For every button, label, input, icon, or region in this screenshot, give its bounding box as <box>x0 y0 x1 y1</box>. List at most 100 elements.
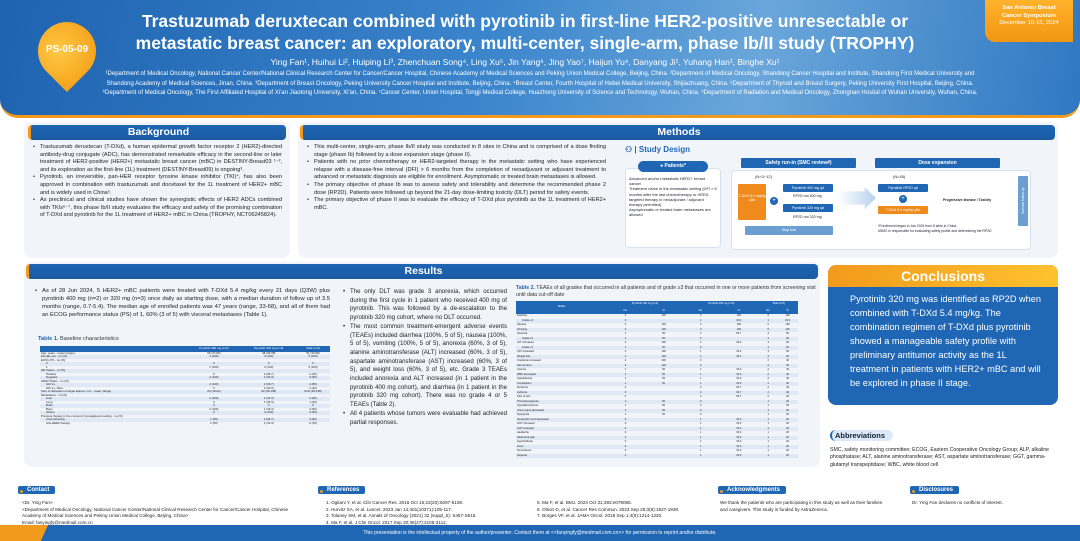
table-cell: 1 <box>699 377 702 380</box>
row-label: Negative <box>40 375 187 380</box>
table-cell: 20 <box>777 399 798 404</box>
row-label: Anemia <box>517 368 526 371</box>
progression-label: Progressive disease / Toxicity <box>943 198 992 202</box>
table-cell: 40 <box>777 372 798 377</box>
meeting-badge: San Antonio Breast Cancer Symposium Dece… <box>985 0 1073 42</box>
table-cell: 2 <box>767 359 769 362</box>
table-cell: 1 <box>759 408 778 413</box>
table-cell: 60 <box>777 354 798 359</box>
methods-bullet: Patients with no prior chemotherapy or H… <box>306 159 606 182</box>
table-cell: 1 <box>759 336 778 341</box>
table-cell <box>718 363 760 368</box>
abbreviations-heading: Abbreviations <box>830 430 894 441</box>
row-label: Hypoalbuminemia <box>517 404 538 407</box>
results-panel: Results As of 28 Jun 2024, 5 HER2+ mBC p… <box>24 262 820 467</box>
table-cell: 33.3 <box>718 444 760 449</box>
patients-criteria: Advanced and/or metastatic HER2+ breast … <box>629 176 717 218</box>
table-cell: 1 (33.3) <box>241 375 297 380</box>
results-bullet: All 4 patients whose tumors were evaluab… <box>342 410 507 427</box>
table-cell <box>644 453 684 458</box>
table-cell: 50 <box>662 377 666 380</box>
table-cell: 1 (33.3) <box>263 420 274 425</box>
background-bullet: Pyrotinib, an irreversible, pan-HER rece… <box>32 174 282 197</box>
row-label: Fever <box>516 444 607 449</box>
table-cell: 1 <box>759 435 778 440</box>
table-cell: 0 <box>624 440 627 443</box>
table-cell: 1 <box>624 368 627 371</box>
footer-accent <box>0 525 48 541</box>
table-cell: 33.3 <box>736 368 742 371</box>
table-cell: 3 (60) <box>296 417 330 422</box>
reference-item: 1. Ogitani Y, et al. Clin Cancer Res. 20… <box>326 500 464 505</box>
table-cell: 20 <box>777 435 798 440</box>
table-cell: 66.7 <box>718 390 760 395</box>
methods-panel: Methods This multi-center, single-arm, p… <box>298 122 1058 258</box>
contact-email[interactable]: Email: fanyingfy@medmail.com.cn <box>22 519 93 525</box>
methods-bullet: The primary objective of phase Ib was to… <box>306 182 606 197</box>
table-row: Hypoalbuminemia 1 50 0 1 20 <box>516 404 798 409</box>
table-row: Dizziness 0 2 66.7 2 40 <box>516 386 798 391</box>
pyrotinib-400-box: Pyrotinib 400 mg qd <box>783 184 833 192</box>
row-label: Age, years - mean (range) <box>41 350 75 355</box>
people-icon: ⚇ | <box>625 145 639 154</box>
table-cell: 60 <box>786 341 789 344</box>
table-cell: 5 (100) <box>296 354 330 359</box>
table-cell: 66.7 <box>736 395 742 398</box>
table-row: Lung 0 1 (33.3) 1 (20) <box>40 399 330 405</box>
criterion: Treatment naïve in the metastatic settin… <box>629 186 717 208</box>
table-cell: 2 <box>624 314 627 317</box>
row-label: Headache <box>517 431 529 434</box>
table-cell: 1 <box>759 417 778 422</box>
table-cell: 0 <box>606 318 645 323</box>
table-cell: 1 <box>767 449 769 452</box>
table-cell: 20 <box>777 444 798 449</box>
table-cell: 1 (20) <box>309 385 317 390</box>
row-label: Lung <box>46 399 53 404</box>
row-label: 0 <box>40 361 187 366</box>
row-label: Grade ≥3 <box>516 318 607 323</box>
patients-text: Patients* <box>664 163 686 169</box>
disclosures-text: Dr. Ying Fan declares no conflicts of in… <box>912 500 1003 505</box>
abbreviations-section: Abbreviations SMC, safety monitoring com… <box>830 425 1058 469</box>
table-cell: 2 <box>624 323 627 326</box>
table-cell: 1 <box>624 332 627 335</box>
table-cell: 2 (66.7) <box>241 417 297 422</box>
table-cell: 1 <box>683 426 719 431</box>
study-design-label: Study Design <box>638 145 690 154</box>
table-cell: 2 (100) <box>186 354 242 359</box>
table-cell: 2 <box>699 395 702 398</box>
row-label: IHC 2+, ISH+ <box>46 385 64 390</box>
table-cell: 1 (33.3) <box>241 396 297 401</box>
table-cell: 0 <box>699 413 702 416</box>
table-cell: 2 <box>767 386 769 389</box>
table-cell: 2 <box>624 359 627 362</box>
table-cell: 3 (60) <box>296 375 330 380</box>
row-label: GGT increased <box>517 422 535 425</box>
arrow-right-icon <box>838 187 876 209</box>
table-cell: 1 <box>767 422 769 425</box>
table-cell: 33.3 <box>736 422 742 425</box>
table-cell: 33.3 <box>718 417 760 422</box>
table-cell: 50 <box>644 408 684 413</box>
table-cell: 1 <box>759 426 778 431</box>
table-cell: 0 <box>606 426 645 431</box>
table-row: Thrombocytopenia 1 50 0 1 20 <box>516 399 798 404</box>
table-cell: 1 (33.3) <box>263 399 274 404</box>
authors: Ying Fan¹, Huihui Li², Huiping Li³, Zhen… <box>270 57 780 67</box>
table-cell <box>718 399 760 404</box>
criterion: Asymptomatic or treated brain metastases… <box>629 207 711 218</box>
patients-label: ● Patients* <box>638 161 708 172</box>
table-cell <box>718 345 760 350</box>
row-label: 1 <box>46 364 48 369</box>
table2-subheader: No. <box>606 307 645 314</box>
table-row: Abdominal pain 0 1 33.3 1 20 <box>516 435 798 440</box>
table-cell: 0 <box>186 403 242 408</box>
table-row: Constipation 1 50 1 33.3 2 40 <box>516 381 798 386</box>
meeting-date: December 10-13, 2024 <box>999 20 1059 26</box>
table-cell: 1 <box>699 350 702 353</box>
table-cell: 40 <box>786 377 789 380</box>
row-label: Grade ≥3 <box>516 345 607 350</box>
table-cell: 5 <box>759 327 778 332</box>
table-cell: 0 <box>186 361 242 366</box>
table-cell: 0 <box>683 408 719 413</box>
